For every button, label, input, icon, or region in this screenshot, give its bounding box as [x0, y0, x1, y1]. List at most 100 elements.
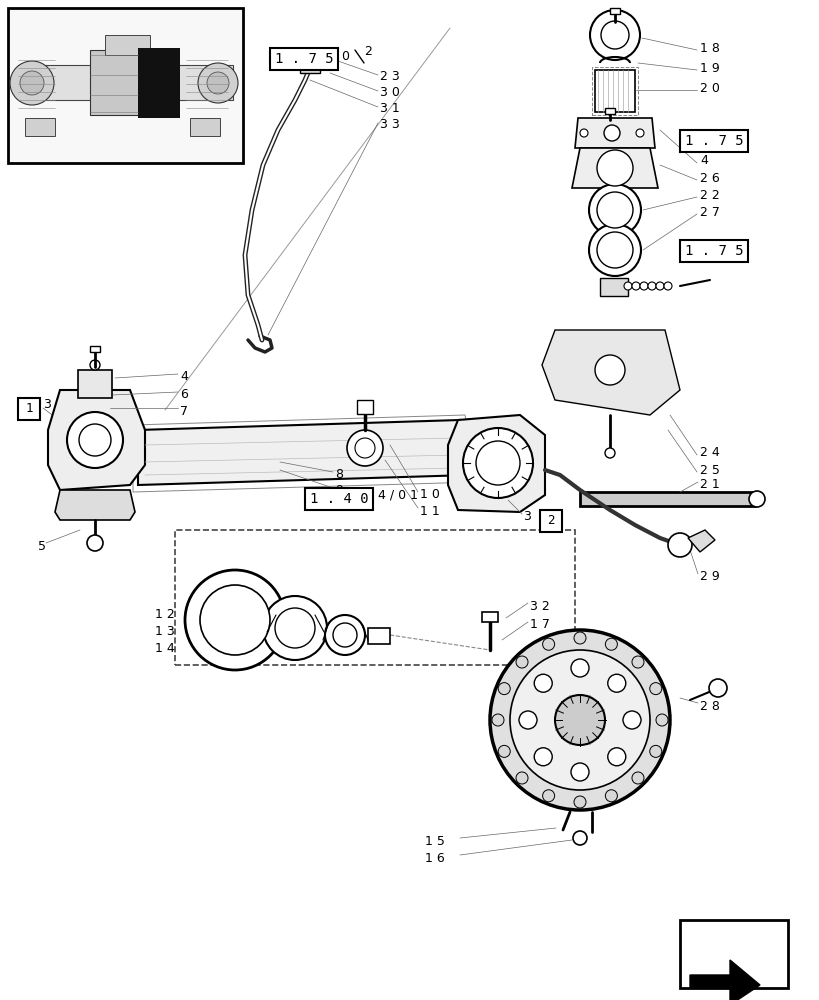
Bar [78, 370, 112, 398]
Circle shape [596, 232, 632, 268]
Text: 4: 4 [699, 154, 707, 167]
Bar [356, 400, 373, 414]
Polygon shape [48, 390, 145, 490]
Circle shape [631, 282, 639, 290]
Circle shape [604, 790, 617, 802]
Circle shape [324, 615, 364, 655]
Polygon shape [572, 148, 657, 188]
Bar [90, 50, 165, 115]
Polygon shape [138, 420, 469, 485]
Circle shape [655, 282, 663, 290]
Text: 3 1: 3 1 [379, 102, 400, 115]
Text: 1 . 4 0: 1 . 4 0 [310, 492, 368, 506]
Text: 2 3: 2 3 [379, 70, 400, 83]
Bar [105, 35, 150, 55]
Circle shape [590, 10, 639, 60]
Circle shape [573, 796, 586, 808]
Circle shape [20, 71, 44, 95]
Bar [300, 65, 319, 73]
Text: 1 1: 1 1 [419, 505, 439, 518]
Circle shape [197, 63, 238, 103]
Polygon shape [574, 118, 654, 148]
Circle shape [509, 650, 649, 790]
Circle shape [607, 748, 625, 766]
Text: 2 8: 2 8 [699, 700, 719, 713]
Text: 4: 4 [180, 370, 188, 383]
Text: 2 2: 2 2 [699, 189, 719, 202]
Circle shape [498, 683, 509, 695]
Circle shape [655, 714, 667, 726]
Bar [8, 8, 242, 163]
Circle shape [542, 638, 554, 650]
Bar [305, 488, 373, 510]
Text: 3 2: 3 2 [529, 600, 549, 613]
Text: 2 6: 2 6 [699, 172, 719, 185]
Circle shape [579, 129, 587, 137]
Text: 2 1: 2 1 [699, 478, 719, 491]
Circle shape [185, 570, 285, 670]
Circle shape [604, 125, 619, 141]
Bar [18, 65, 233, 100]
Circle shape [639, 282, 647, 290]
Text: 8: 8 [335, 468, 342, 481]
Bar [269, 48, 337, 70]
Circle shape [596, 150, 632, 186]
Text: 0: 0 [341, 50, 349, 63]
Bar [591, 67, 637, 115]
Text: 1 9: 1 9 [699, 62, 719, 75]
Circle shape [274, 608, 314, 648]
Circle shape [649, 683, 661, 695]
Text: 1 5: 1 5 [424, 835, 445, 848]
Circle shape [636, 129, 643, 137]
Circle shape [498, 745, 509, 757]
Text: 1 . 7 5: 1 . 7 5 [684, 134, 742, 148]
Circle shape [604, 448, 614, 458]
Circle shape [572, 831, 586, 845]
Text: 2: 2 [364, 45, 372, 58]
Circle shape [623, 282, 631, 290]
Circle shape [10, 61, 54, 105]
Circle shape [305, 48, 314, 56]
Text: 1 3: 1 3 [155, 625, 174, 638]
Circle shape [67, 412, 123, 468]
Circle shape [607, 674, 625, 692]
Text: 1 7: 1 7 [529, 618, 550, 631]
Bar [138, 48, 180, 118]
Circle shape [200, 585, 269, 655]
Circle shape [667, 533, 691, 557]
Circle shape [475, 441, 519, 485]
Text: 2 9: 2 9 [699, 570, 719, 583]
Text: 6: 6 [180, 388, 188, 401]
Circle shape [90, 360, 100, 370]
Circle shape [631, 656, 643, 668]
Text: 4 / 0 1: 4 / 0 1 [378, 488, 418, 501]
Circle shape [534, 674, 551, 692]
Circle shape [333, 623, 356, 647]
Circle shape [554, 695, 604, 745]
Text: 1 . 7 5: 1 . 7 5 [684, 244, 742, 258]
Bar [90, 346, 100, 352]
Circle shape [79, 424, 111, 456]
Circle shape [647, 282, 655, 290]
Circle shape [663, 282, 672, 290]
Circle shape [263, 596, 327, 660]
Text: 2: 2 [546, 514, 554, 528]
Text: 7: 7 [180, 405, 188, 418]
Bar [190, 118, 219, 136]
Circle shape [570, 763, 588, 781]
Bar [303, 55, 331, 67]
Circle shape [534, 748, 551, 766]
Bar [600, 278, 627, 296]
Circle shape [588, 184, 640, 236]
Circle shape [515, 656, 527, 668]
Circle shape [649, 745, 661, 757]
Circle shape [87, 535, 103, 551]
Circle shape [622, 711, 640, 729]
Text: 3 0: 3 0 [379, 86, 400, 99]
Bar [609, 8, 619, 14]
Circle shape [596, 192, 632, 228]
Circle shape [708, 679, 726, 697]
Circle shape [346, 430, 382, 466]
Bar [25, 118, 55, 136]
Text: 3: 3 [523, 510, 530, 523]
